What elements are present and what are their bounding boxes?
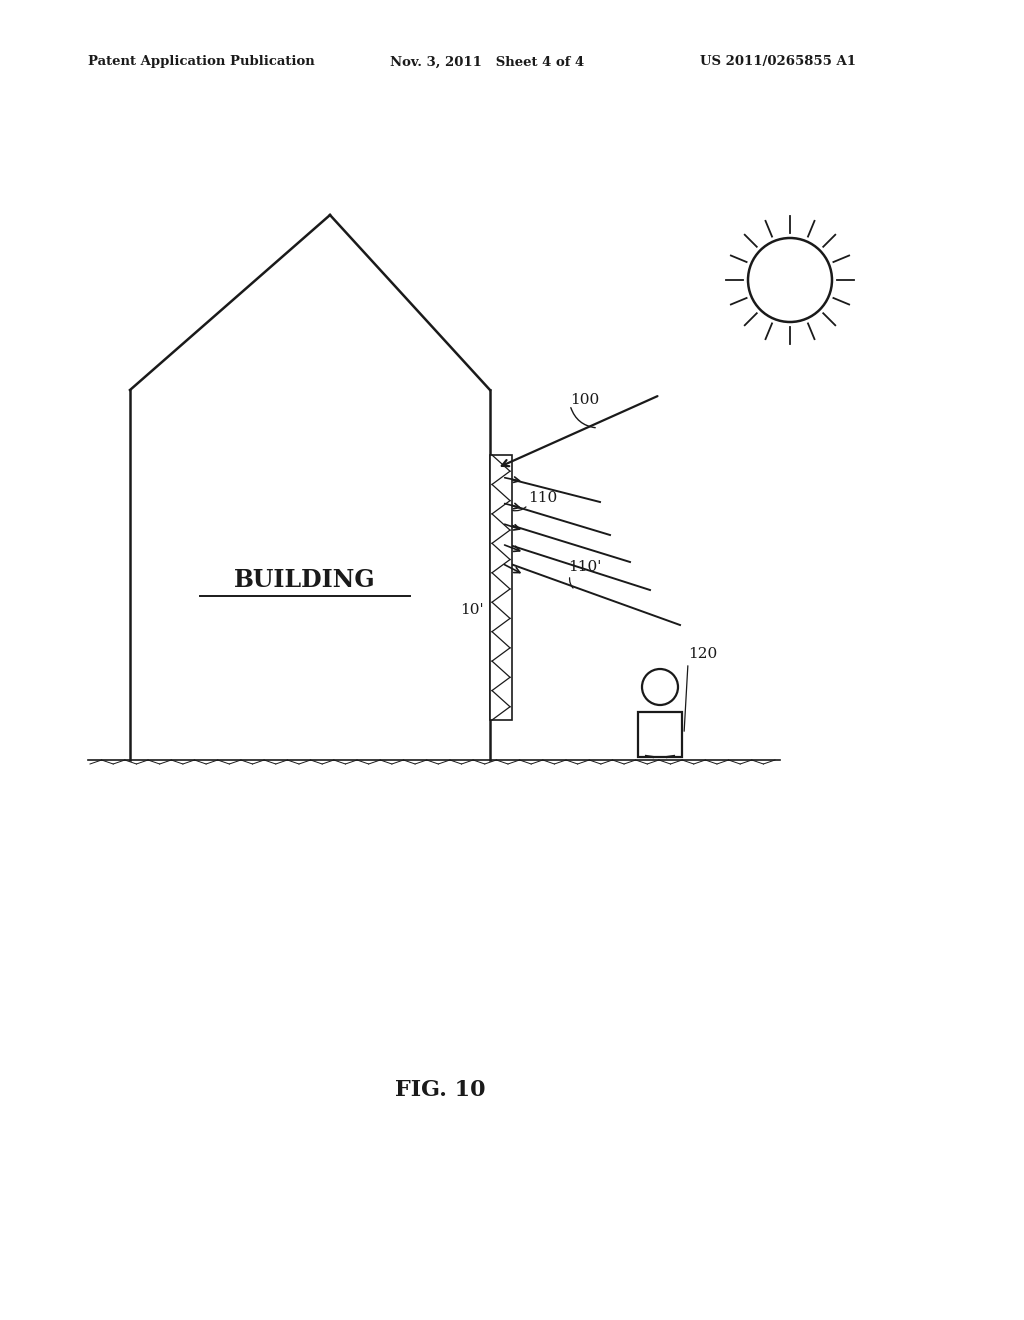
Text: Patent Application Publication: Patent Application Publication xyxy=(88,55,314,69)
Text: Nov. 3, 2011   Sheet 4 of 4: Nov. 3, 2011 Sheet 4 of 4 xyxy=(390,55,585,69)
Bar xyxy=(490,455,512,719)
Text: FIG. 10: FIG. 10 xyxy=(394,1078,485,1101)
Text: 120: 120 xyxy=(688,647,717,661)
Text: 100: 100 xyxy=(570,393,599,407)
Text: 10': 10' xyxy=(460,603,483,616)
Text: US 2011/0265855 A1: US 2011/0265855 A1 xyxy=(700,55,856,69)
Bar xyxy=(638,711,682,756)
Text: BUILDING: BUILDING xyxy=(234,568,376,591)
Text: 110': 110' xyxy=(568,560,601,574)
Text: 110: 110 xyxy=(528,491,557,506)
